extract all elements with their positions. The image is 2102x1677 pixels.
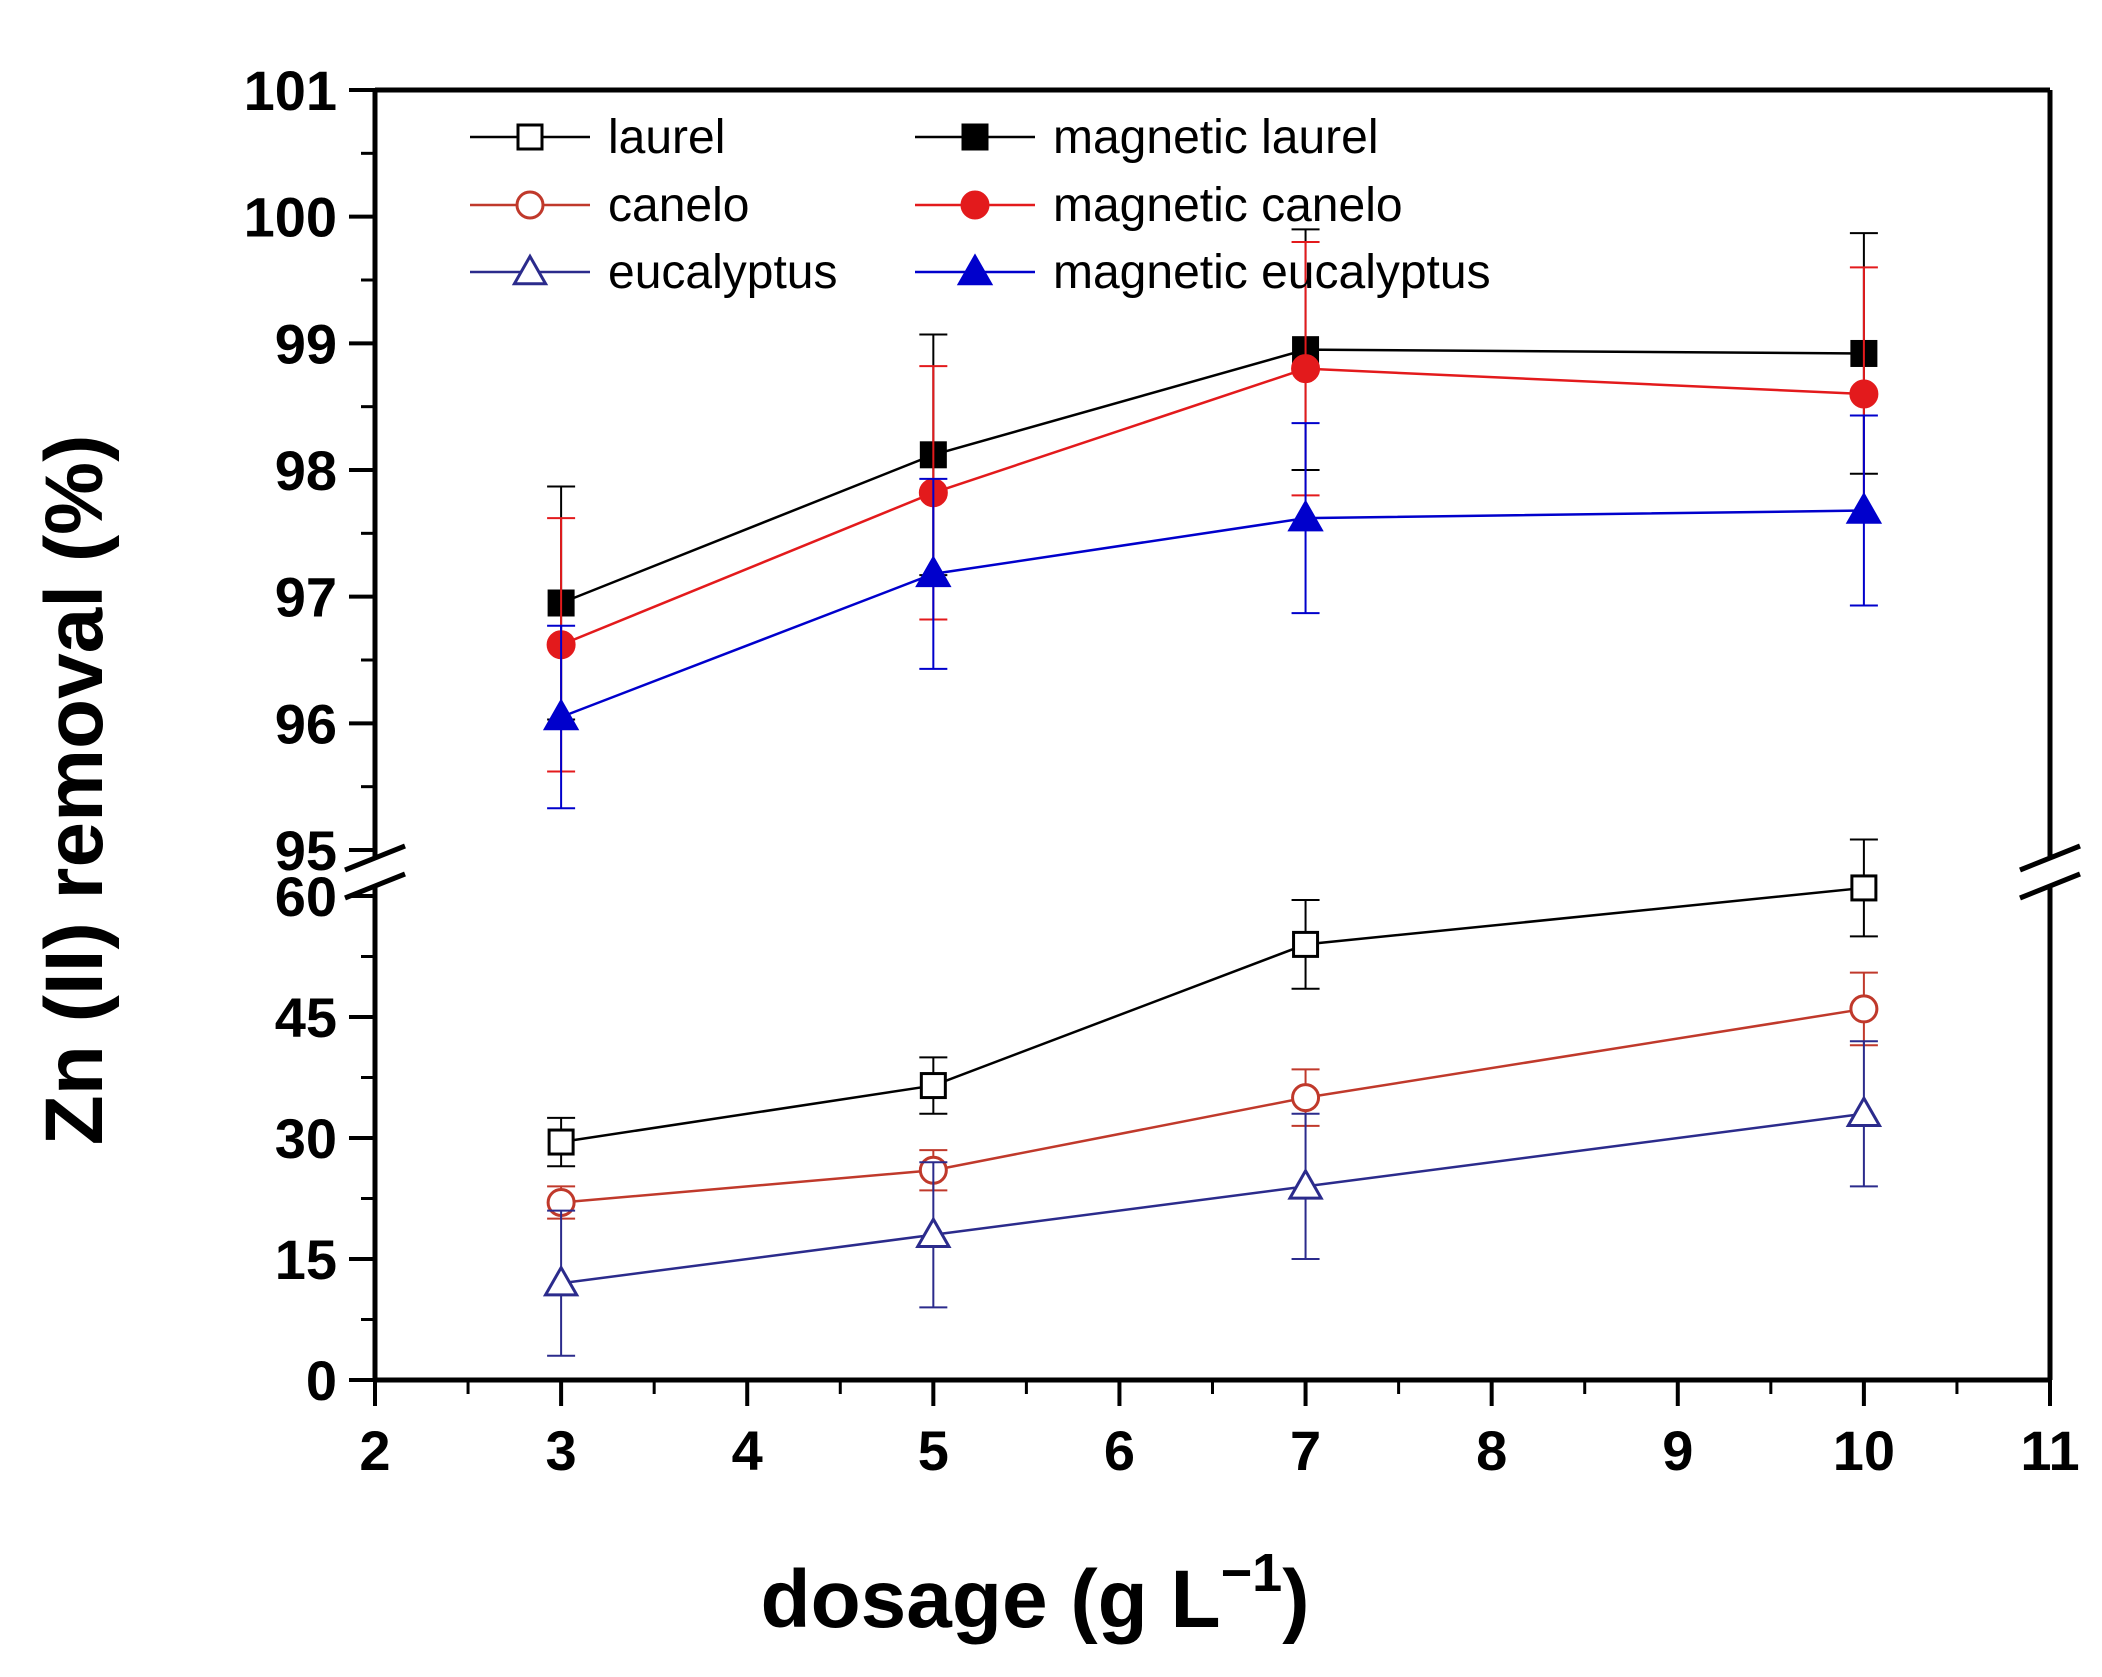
x-tick-label: 8 bbox=[1476, 1419, 1507, 1482]
data-point bbox=[1287, 1167, 1324, 1200]
data-point bbox=[1845, 491, 1883, 524]
x-tick-label: 4 bbox=[732, 1419, 763, 1482]
data-point bbox=[1849, 379, 1879, 409]
series-line bbox=[560, 367, 1864, 646]
legend-label: magnetic eucalyptus bbox=[1053, 246, 1491, 299]
legend-marker bbox=[956, 253, 994, 286]
x-tick-label: 2 bbox=[359, 1419, 390, 1482]
series-laurel bbox=[547, 838, 1878, 1168]
legend-item: laurel bbox=[470, 111, 725, 164]
data-point bbox=[1292, 930, 1320, 958]
legend-label: eucalyptus bbox=[608, 246, 837, 299]
y-axis-title: Zn (II) removal (%) bbox=[29, 435, 120, 1146]
x-axis-title-end: ) bbox=[1282, 1554, 1309, 1645]
series-line bbox=[561, 1007, 1865, 1204]
series-line bbox=[560, 1112, 1865, 1285]
legend-item: eucalyptus bbox=[470, 246, 837, 299]
series-canelo bbox=[546, 971, 1879, 1220]
data-point bbox=[1291, 354, 1321, 384]
axis-break-mark bbox=[2019, 871, 2081, 901]
x-tick-label: 9 bbox=[1662, 1419, 1693, 1482]
legend: laurel magnetic laurel canelo magnetic cane… bbox=[470, 111, 1491, 299]
data-point bbox=[1850, 874, 1878, 902]
legend-item: magnetic eucalyptus bbox=[915, 246, 1491, 299]
x-tick-label: 6 bbox=[1104, 1419, 1135, 1482]
legend-marker bbox=[511, 253, 549, 286]
legend-label: canelo bbox=[608, 179, 749, 232]
x-axis-title-main: dosage (g L bbox=[760, 1554, 1220, 1645]
data-point bbox=[1291, 1083, 1321, 1113]
legend-label: magnetic canelo bbox=[1053, 179, 1403, 232]
data-point bbox=[919, 1072, 947, 1100]
y-tick-label: 95 bbox=[275, 819, 337, 882]
legend-marker bbox=[961, 123, 989, 151]
data-point bbox=[1287, 499, 1324, 532]
y-tick-label: 60 bbox=[275, 865, 337, 928]
x-tick-label: 11 bbox=[2020, 1419, 2079, 1482]
legend-label: laurel bbox=[608, 111, 725, 164]
legend-marker bbox=[515, 190, 545, 220]
y-tick-label: 45 bbox=[275, 986, 337, 1049]
x-axis-title-sup: −1 bbox=[1221, 1543, 1283, 1603]
y-tick-label: 98 bbox=[275, 439, 337, 502]
x-tick-label: 3 bbox=[546, 1419, 577, 1482]
y-tick-label: 100 bbox=[244, 186, 337, 249]
axis-break-mark bbox=[2019, 843, 2081, 873]
x-axis-title: dosage (g L−1) bbox=[760, 1543, 1309, 1645]
series-line bbox=[560, 348, 1864, 605]
data-point bbox=[1845, 1095, 1883, 1127]
axis-break-mark bbox=[344, 843, 406, 873]
series-line bbox=[560, 509, 1864, 719]
y-tick-label: 99 bbox=[275, 312, 337, 375]
series-line bbox=[560, 886, 1865, 1144]
legend-item: magnetic canelo bbox=[915, 179, 1403, 232]
data-point bbox=[542, 698, 580, 731]
data-point bbox=[547, 1128, 575, 1156]
data-point bbox=[1849, 994, 1879, 1024]
series-magnetic-eucalyptus bbox=[542, 414, 1883, 810]
series-magnetic-canelo bbox=[546, 241, 1879, 773]
legend-label: magnetic laurel bbox=[1053, 111, 1379, 164]
y-tick-label: 101 bbox=[244, 59, 337, 122]
y-tick-label: 15 bbox=[275, 1228, 337, 1291]
series-layer bbox=[542, 228, 1883, 1357]
legend-item: canelo bbox=[470, 179, 749, 232]
y-tick-label: 96 bbox=[275, 692, 337, 755]
data-point bbox=[915, 1216, 952, 1248]
x-tick-label: 7 bbox=[1290, 1419, 1321, 1482]
data-point bbox=[915, 555, 952, 588]
legend-marker bbox=[516, 123, 544, 151]
y-tick-label: 0 bbox=[306, 1349, 337, 1412]
data-point bbox=[542, 1264, 580, 1297]
y-tick-label: 97 bbox=[275, 566, 337, 629]
series-eucalyptus bbox=[542, 1040, 1883, 1357]
legend-marker bbox=[960, 190, 990, 220]
x-tick-label: 5 bbox=[918, 1419, 949, 1482]
x-tick-label: 10 bbox=[1833, 1419, 1895, 1482]
y-tick-label: 30 bbox=[275, 1107, 337, 1170]
legend-item: magnetic laurel bbox=[915, 111, 1379, 164]
